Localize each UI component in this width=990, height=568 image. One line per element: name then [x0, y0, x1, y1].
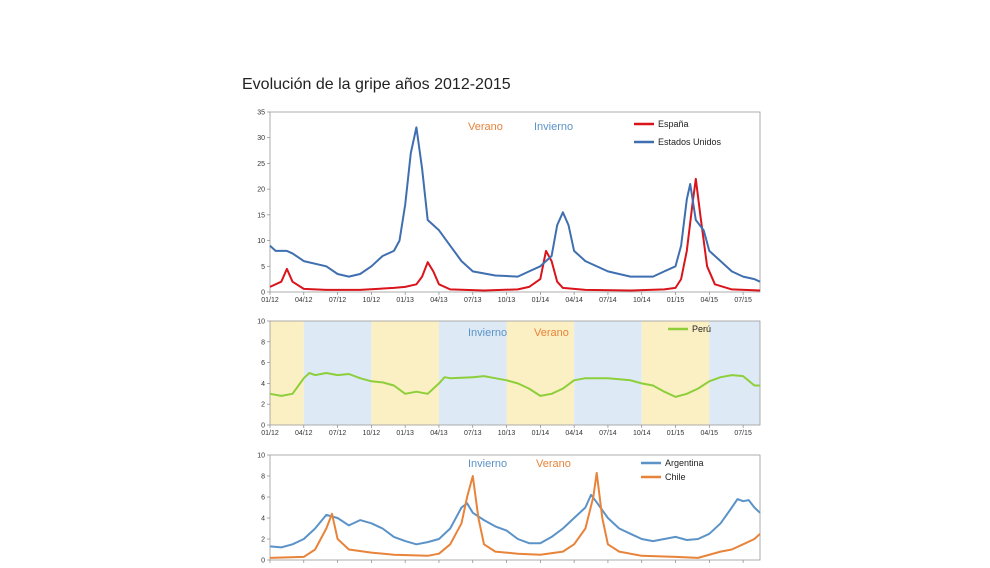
legend-label: Estados Unidos [658, 137, 722, 147]
y-tick-label: 0 [261, 558, 265, 565]
x-tick-label: 07/13 [464, 430, 482, 437]
series-line-per- [269, 372, 760, 398]
series-line-chile [269, 471, 761, 559]
season-annotation: Invierno [468, 327, 507, 339]
x-tick-label: 04/13 [430, 430, 448, 437]
y-tick-label: 20 [257, 187, 265, 194]
season-band-summer [270, 321, 304, 425]
x-tick-label: 01/15 [667, 297, 685, 304]
x-tick-label: 10/13 [498, 297, 516, 304]
season-annotation: Verano [534, 327, 569, 339]
season-band-summer [641, 321, 710, 425]
y-tick-label: 8 [261, 339, 265, 346]
legend-label: Chile [665, 472, 686, 482]
panel-1-frame [269, 111, 761, 293]
y-tick-label: 30 [257, 135, 265, 142]
y-tick-label: 6 [261, 360, 265, 367]
x-tick-label: 10/12 [363, 297, 381, 304]
y-tick-label: 6 [261, 495, 265, 502]
series-line-estados-unidos [269, 126, 761, 283]
x-tick-label: 07/14 [599, 430, 617, 437]
y-tick-label: 10 [257, 319, 265, 326]
season-annotation: Verano [536, 458, 571, 470]
series-line-espa-a [269, 177, 761, 292]
season-band-summer [506, 321, 575, 425]
y-tick-label: 8 [261, 474, 265, 481]
x-tick-label: 04/15 [701, 430, 719, 437]
season-band-summer [371, 321, 439, 425]
y-tick-label: 0 [261, 290, 265, 297]
y-tick-label: 35 [257, 110, 265, 117]
y-tick-label: 5 [261, 264, 265, 271]
y-tick-label: 2 [261, 537, 265, 544]
y-tick-label: 2 [261, 402, 265, 409]
season-annotation: Invierno [534, 121, 573, 133]
x-tick-label: 01/14 [532, 297, 550, 304]
y-tick-label: 10 [257, 453, 265, 460]
season-band-winter [303, 321, 372, 425]
season-band-winter [709, 321, 760, 425]
legend-label: Perú [692, 324, 711, 334]
x-tick-label: 04/14 [565, 297, 583, 304]
season-band-winter [574, 321, 642, 425]
series-line-argentina [269, 493, 761, 549]
x-tick-label: 04/13 [430, 297, 448, 304]
x-tick-label: 04/14 [565, 430, 583, 437]
x-tick-label: 10/13 [498, 430, 516, 437]
x-tick-label: 07/14 [599, 297, 617, 304]
legend-label: España [658, 119, 689, 129]
x-tick-label: 01/15 [667, 430, 685, 437]
season-band-winter [438, 321, 507, 425]
x-tick-label: 07/15 [734, 430, 752, 437]
season-annotation: Verano [468, 121, 503, 133]
x-tick-label: 04/12 [295, 430, 313, 437]
season-annotation: Invierno [468, 458, 507, 470]
y-tick-label: 15 [257, 212, 265, 219]
y-tick-label: 4 [261, 381, 265, 388]
x-tick-label: 07/15 [734, 297, 752, 304]
x-tick-label: 10/14 [633, 297, 651, 304]
y-tick-label: 25 [257, 161, 265, 168]
x-tick-label: 04/15 [701, 297, 719, 304]
x-tick-label: 01/14 [532, 430, 550, 437]
panel-3-frame [269, 454, 761, 561]
legend-label: Argentina [665, 458, 704, 468]
x-tick-label: 10/12 [363, 430, 381, 437]
y-tick-label: 10 [257, 238, 265, 245]
y-tick-label: 0 [261, 423, 265, 430]
x-tick-label: 10/14 [633, 430, 651, 437]
x-tick-label: 07/12 [329, 297, 347, 304]
x-tick-label: 07/12 [329, 430, 347, 437]
panel-2-frame [269, 320, 761, 426]
x-tick-label: 04/12 [295, 297, 313, 304]
x-tick-label: 01/13 [396, 297, 414, 304]
x-tick-label: 07/13 [464, 297, 482, 304]
page-title: Evolución de la gripe años 2012-2015 [242, 76, 511, 93]
x-tick-label: 01/13 [396, 430, 414, 437]
y-tick-label: 4 [261, 516, 265, 523]
x-tick-label: 01/12 [261, 297, 279, 304]
x-tick-label: 01/12 [261, 430, 279, 437]
